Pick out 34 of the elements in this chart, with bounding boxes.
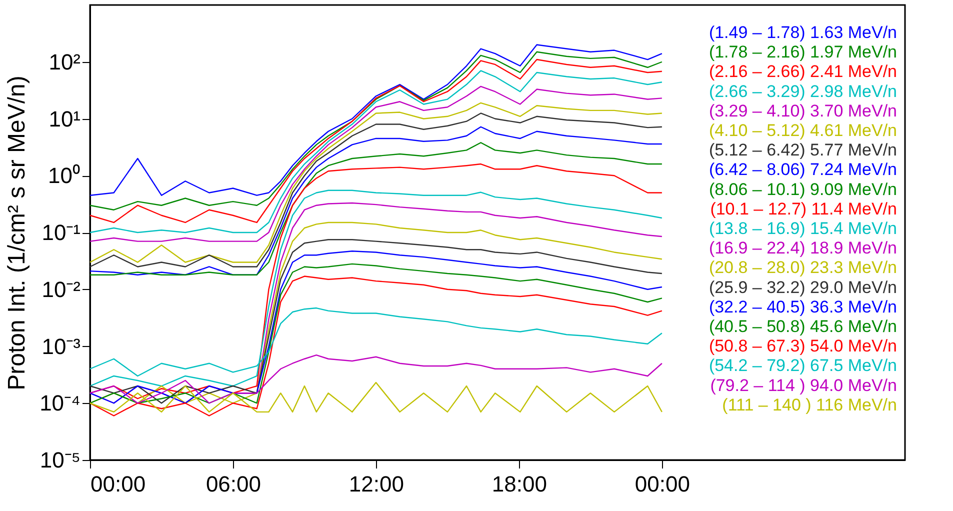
text: (10.1 – 12.7) 11.4 MeV/n — [710, 199, 897, 218]
text: (2.66 – 3.29) 2.98 MeV/n — [708, 82, 897, 101]
text: (40.5 – 50.8) 45.6 MeV/n — [708, 317, 897, 336]
x-tick-label: 18:00 — [492, 472, 547, 496]
text: (3.29 – 4.10) 3.70 MeV/n — [708, 101, 897, 120]
text: (1.49 – 1.78) 1.63 MeV/n — [708, 23, 897, 42]
text: (8.06 – 10.1) 9.09 MeV/n — [708, 180, 897, 199]
text: (25.9 – 32.2) 29.0 MeV/n — [708, 278, 897, 297]
x-tick-label: 06:00 — [206, 472, 262, 496]
text: (13.8 – 16.9) 15.4 MeV/n — [708, 219, 897, 238]
text: (20.8 – 28.0) 23.3 MeV/n — [708, 258, 897, 278]
y-tick-label: 10⁻⁵ — [40, 448, 80, 472]
text: (5.12 – 6.42) 5.77 MeV/n — [708, 140, 897, 160]
y-tick-label: 10⁻³ — [42, 334, 80, 359]
text: (111 – 140 ) 116 MeV/n — [722, 395, 897, 414]
text: (79.2 – 114 ) 94.0 MeV/n — [710, 376, 897, 395]
y-tick-label: 10⁻⁴ — [40, 390, 80, 416]
text: (16.9 – 22.4) 18.9 MeV/n — [708, 238, 897, 258]
text: (2.16 – 2.66) 2.41 MeV/n — [708, 62, 897, 82]
y-tick-label: 10¹ — [48, 106, 80, 132]
text: (50.8 – 67.3) 54.0 MeV/n — [708, 336, 897, 356]
y-tick-label: 10⁰ — [48, 163, 80, 188]
y-tick-label: 10² — [48, 49, 80, 74]
y-tick-label: 10⁻¹ — [42, 220, 80, 245]
x-tick-label: 00:00 — [634, 472, 690, 496]
text: (32.2 – 40.5) 36.3 MeV/n — [708, 297, 897, 316]
x-tick-label: 12:00 — [348, 472, 404, 496]
text: (1.78 – 2.16) 1.97 MeV/n — [708, 42, 897, 62]
y-axis-title: Proton Int. (1/cm² s sr MeV/n) — [4, 76, 31, 390]
text: (6.42 – 8.06) 7.24 MeV/n — [708, 160, 897, 180]
y-tick-label: 10⁻² — [42, 276, 80, 302]
x-tick-label: 00:00 — [90, 472, 146, 496]
text: (54.2 – 79.2) 67.5 MeV/n — [708, 356, 897, 376]
text: (4.10 – 5.12) 4.61 MeV/n — [708, 121, 897, 140]
